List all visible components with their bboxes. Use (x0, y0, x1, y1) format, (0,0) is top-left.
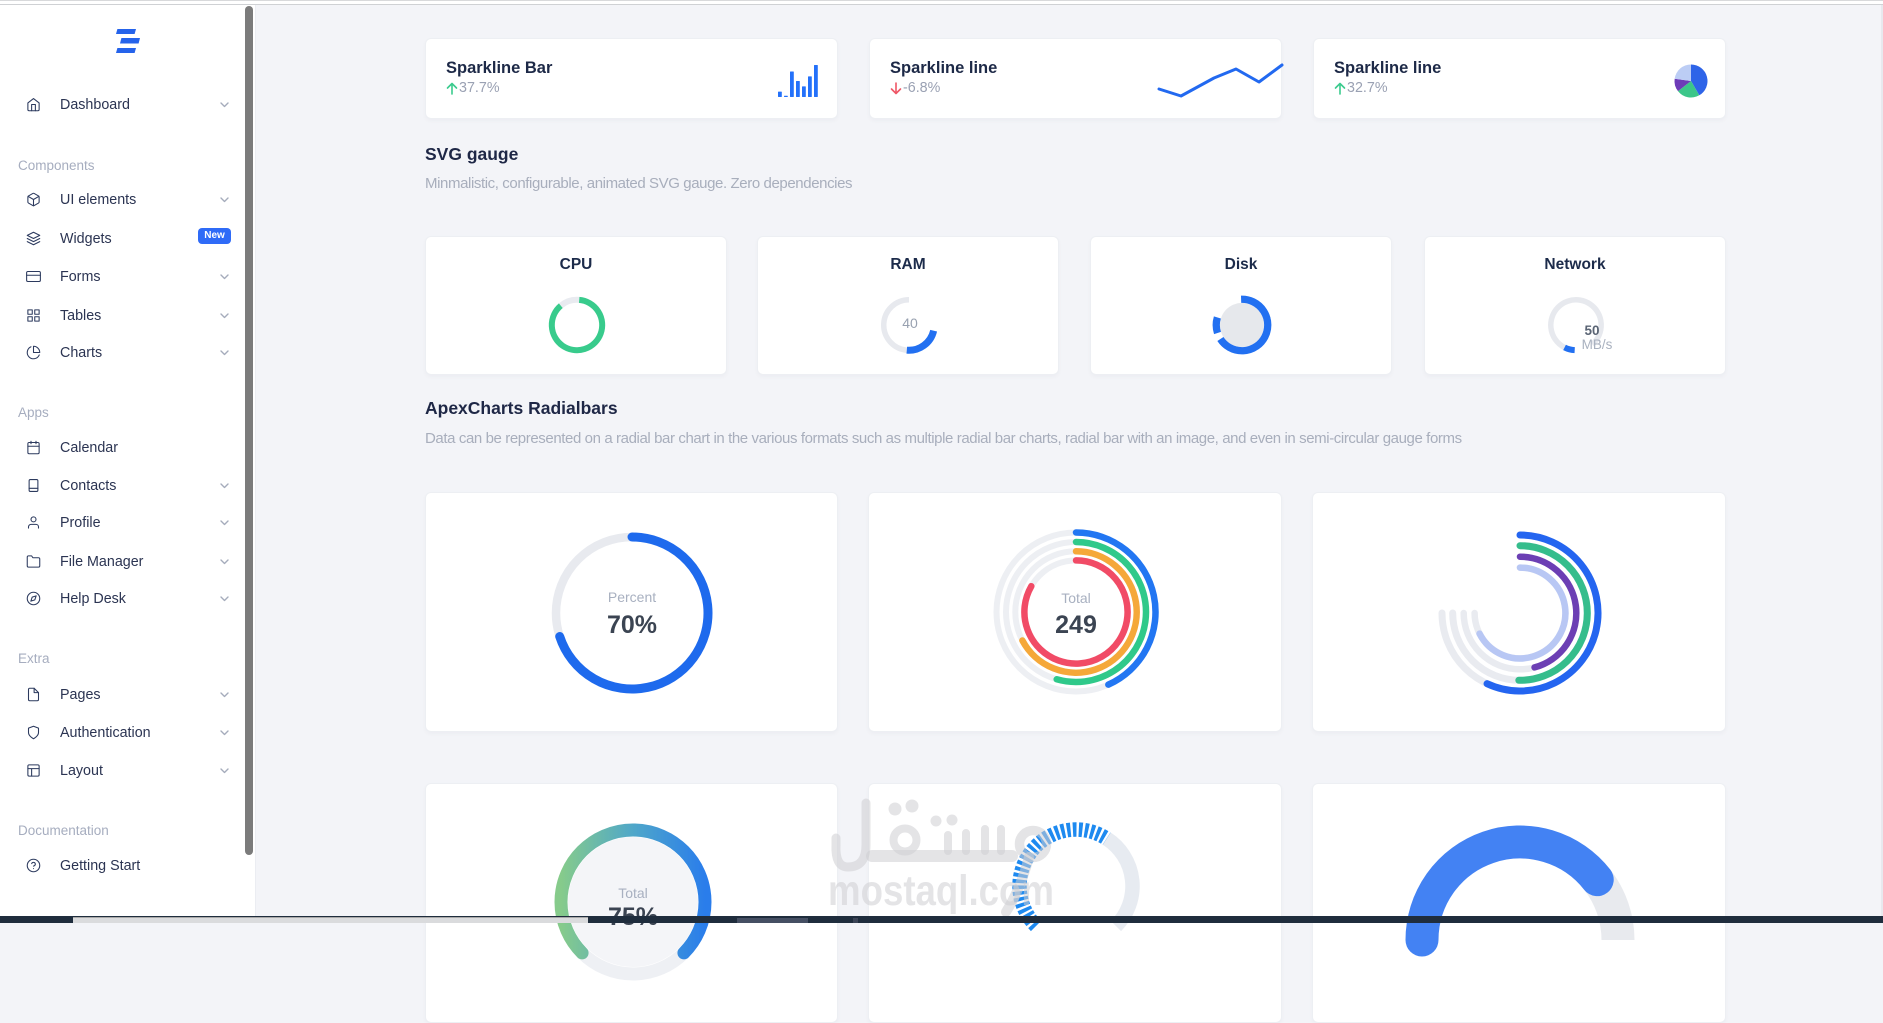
svg-text:70%: 70% (607, 611, 657, 639)
svg-text:Total: Total (618, 885, 648, 901)
svg-text:MB/s: MB/s (1582, 337, 1613, 352)
svg-text:mostaql.com: mostaql.com (828, 867, 1054, 915)
svg-text:249: 249 (1055, 611, 1097, 639)
svg-text:40: 40 (902, 315, 918, 331)
svg-text:50: 50 (1584, 323, 1599, 338)
svg-text:Percent: Percent (608, 589, 656, 605)
svg-text:Total: Total (1061, 590, 1091, 606)
